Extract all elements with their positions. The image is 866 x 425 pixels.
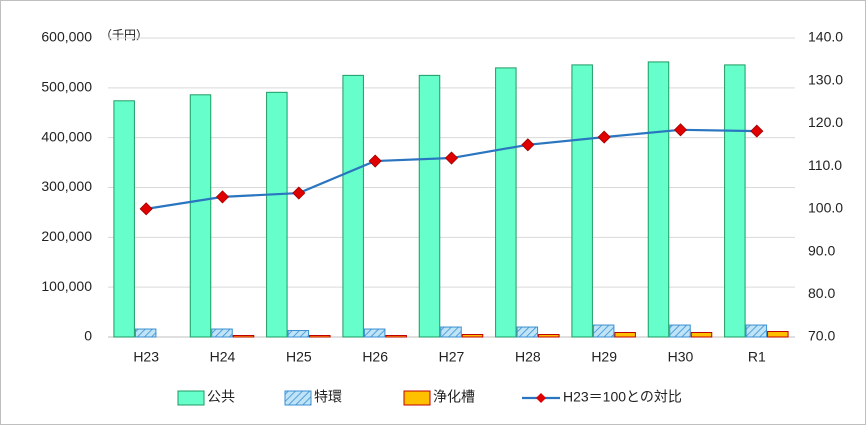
legend-label: 公共 — [207, 389, 235, 405]
marker — [368, 154, 382, 168]
marker — [444, 151, 459, 165]
bar — [669, 324, 691, 338]
x-tick-label: H29 — [591, 349, 617, 365]
legend-label: 特環 — [314, 389, 342, 405]
x-tick-label: H27 — [439, 349, 465, 365]
x-tick-label: H28 — [515, 349, 541, 365]
marker — [521, 138, 535, 152]
bar — [189, 94, 212, 338]
marker — [215, 190, 230, 204]
x-tick-label: H30 — [668, 349, 694, 365]
legend-label: H23＝100との対比 — [563, 389, 682, 405]
y-tick-label: 600,000 — [41, 29, 92, 45]
marker — [597, 130, 611, 144]
y2-tick-label: 80.0 — [808, 285, 835, 301]
y-tick-label: 0 — [84, 328, 92, 344]
y2-tick-label: 70.0 — [808, 328, 835, 344]
bar — [342, 74, 364, 338]
marker — [750, 124, 764, 138]
bar — [647, 61, 670, 338]
legend-swatch — [284, 390, 312, 406]
bar — [724, 64, 746, 338]
bar — [134, 328, 157, 338]
x-tick-label: H26 — [362, 349, 388, 365]
y2-tick-label: 90.0 — [808, 242, 835, 258]
bar — [461, 334, 484, 338]
bar — [495, 67, 517, 338]
y2-tick-label: 110.0 — [808, 157, 842, 173]
unit-label: （千円） — [100, 28, 148, 42]
bar — [113, 100, 135, 338]
bar — [538, 334, 560, 338]
bar — [266, 91, 288, 338]
bar — [614, 332, 636, 338]
y-tick-label: 200,000 — [41, 228, 92, 244]
y-tick-label: 300,000 — [41, 178, 92, 194]
bar — [571, 64, 593, 338]
y-tick-label: 100,000 — [41, 278, 92, 294]
bar — [516, 326, 539, 338]
bar — [363, 328, 386, 338]
legend-label: 浄化槽 — [433, 389, 475, 405]
y2-tick-label: 140.0 — [808, 29, 843, 45]
x-tick-label: H24 — [210, 349, 236, 365]
bar — [309, 335, 331, 338]
bar — [440, 326, 462, 338]
legend-swatch — [403, 390, 431, 406]
marker — [139, 202, 153, 216]
bar — [690, 332, 713, 338]
x-tick-label: H25 — [286, 349, 312, 365]
marker — [673, 123, 688, 137]
bar — [418, 74, 441, 338]
legend-swatch — [177, 390, 205, 406]
bar — [287, 330, 310, 338]
bar — [745, 324, 768, 338]
bar — [211, 328, 233, 338]
bar — [232, 335, 255, 338]
bar — [767, 331, 789, 338]
bar — [385, 335, 407, 338]
y2-tick-label: 100.0 — [808, 200, 843, 216]
bar — [592, 324, 615, 338]
x-tick-label: H23 — [133, 349, 159, 365]
y2-tick-label: 120.0 — [808, 114, 843, 130]
y-tick-label: 500,000 — [41, 79, 92, 95]
y-tick-label: 400,000 — [41, 128, 92, 144]
marker — [292, 186, 306, 200]
legend-marker — [536, 393, 546, 403]
x-tick-label: R1 — [748, 349, 766, 365]
y2-tick-label: 130.0 — [808, 71, 843, 87]
